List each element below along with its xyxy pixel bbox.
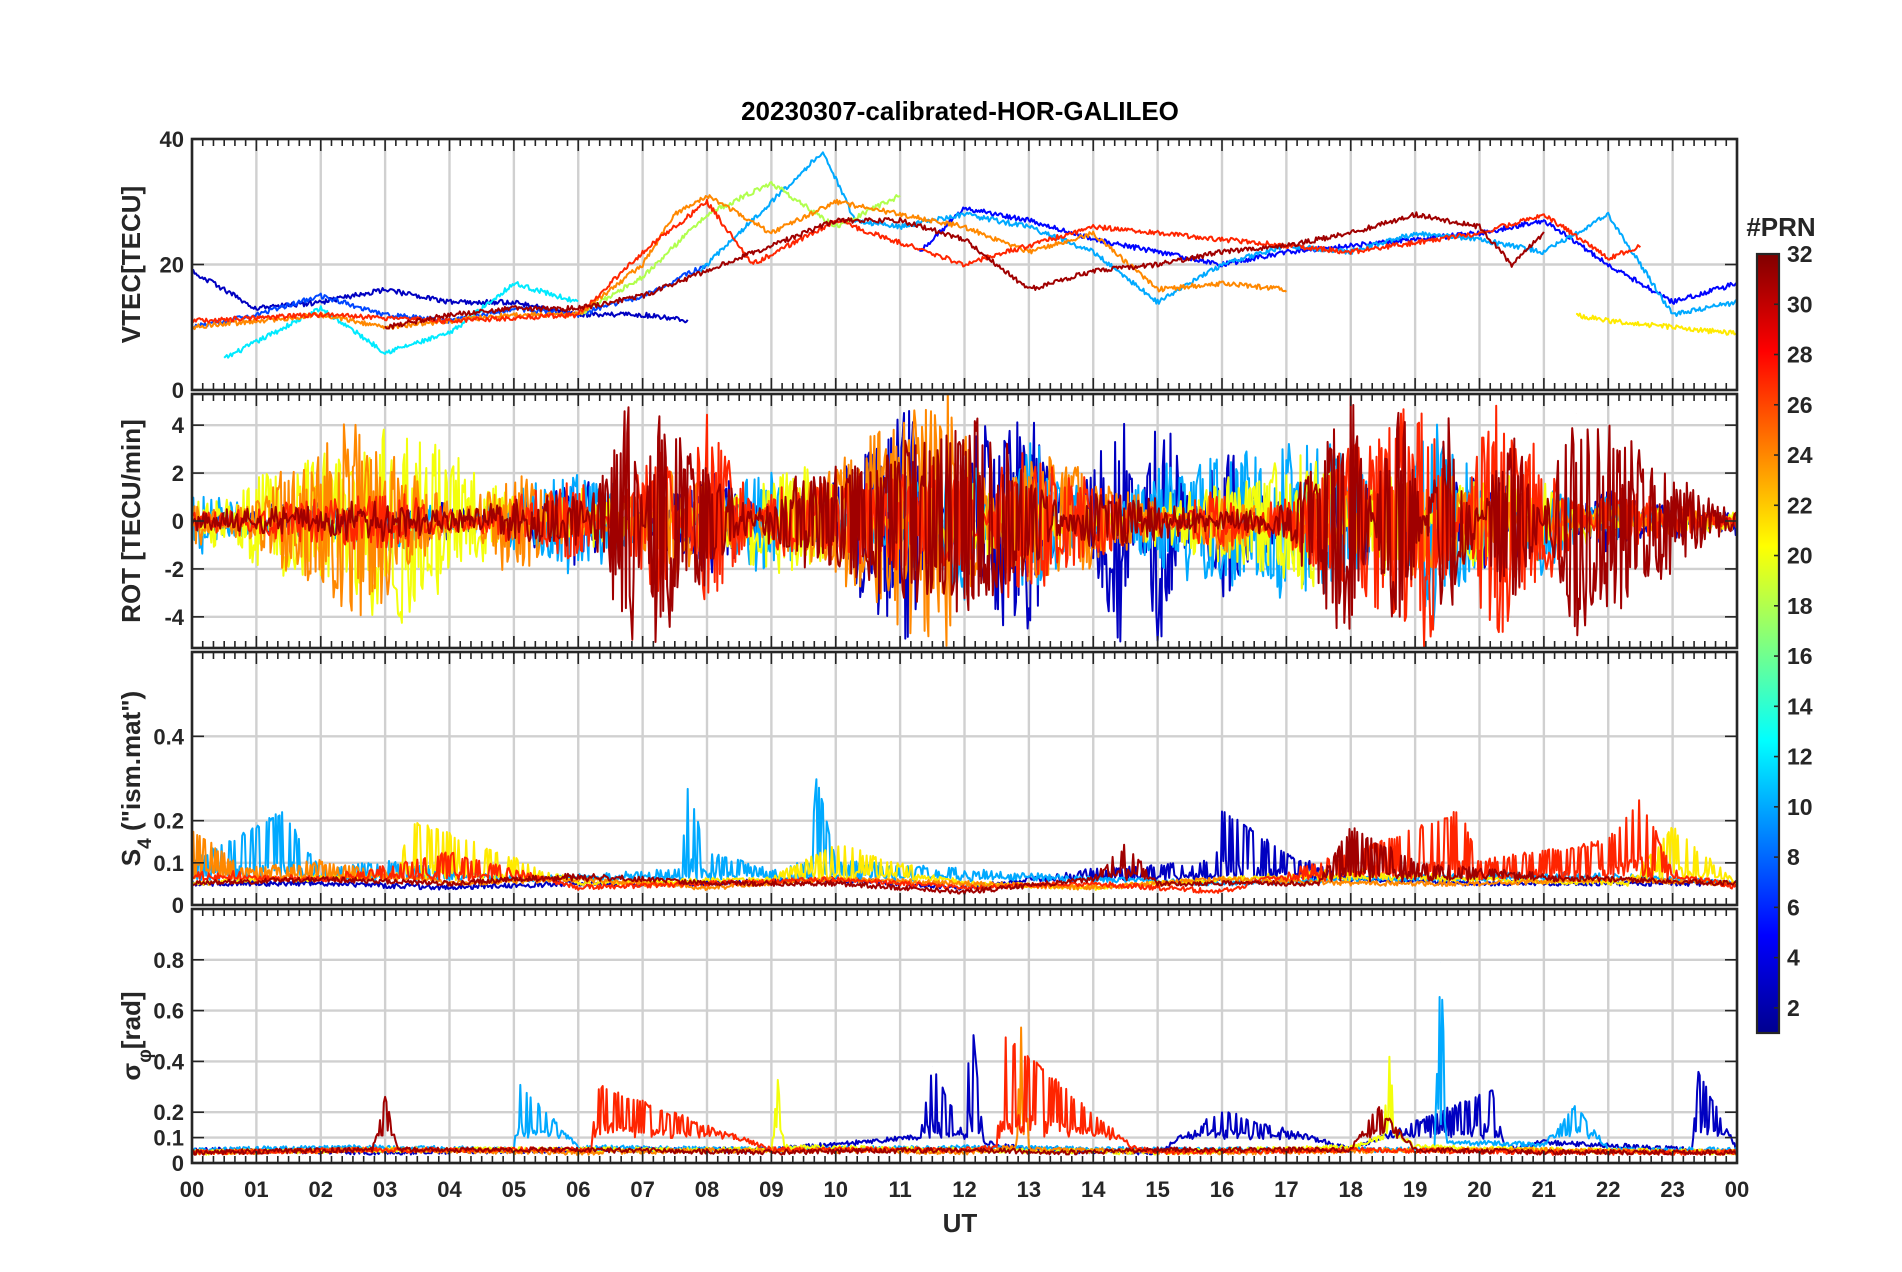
y-tick-label: -4 (164, 605, 184, 630)
colorbar-tick-label: 22 (1787, 492, 1813, 518)
colorbar-tick-label: 2 (1787, 995, 1800, 1021)
y-tick-label: 0.4 (153, 724, 184, 749)
x-tick-label: 08 (695, 1177, 719, 1202)
y-axis-label: σφ[rad] (116, 991, 156, 1080)
y-tick-label: 0 (172, 509, 184, 534)
series-line-prn-5 (918, 206, 1737, 305)
x-tick-label: 05 (502, 1177, 526, 1202)
y-tick-label: 40 (160, 127, 184, 152)
x-tick-label: 09 (759, 1177, 783, 1202)
x-tick-label: 19 (1403, 1177, 1427, 1202)
y-tick-label: 0 (172, 1151, 184, 1176)
series-line-prn-24 (192, 394, 1737, 647)
colorbar-tick-label: 4 (1787, 945, 1800, 971)
y-tick-label: -2 (164, 557, 184, 582)
colorbar-tick-label: 14 (1787, 693, 1813, 719)
colorbar-tick-label: 30 (1787, 291, 1813, 317)
series-group (192, 394, 1737, 648)
colorbar-tick-label: 12 (1787, 744, 1813, 770)
colorbar-tick-label: 32 (1787, 241, 1813, 267)
colorbar-frame (1755, 252, 1781, 1035)
panel-frame (190, 907, 1739, 1165)
x-tick-label: 13 (1017, 1177, 1041, 1202)
x-tick-label: 17 (1274, 1177, 1298, 1202)
x-tick-label: 18 (1339, 1177, 1363, 1202)
x-tick-label: 06 (566, 1177, 590, 1202)
y-tick-label: 0.6 (153, 999, 184, 1024)
x-tick-label: 03 (373, 1177, 397, 1202)
x-tick-label: 00 (180, 1177, 204, 1202)
colorbar-tick-label: 20 (1787, 543, 1813, 569)
y-tick-label: 2 (172, 461, 184, 486)
panel-frame (190, 650, 1739, 907)
x-tick-label: 16 (1210, 1177, 1234, 1202)
y-tick-label: 0.2 (153, 1100, 184, 1125)
colorbar-tick-label: 24 (1787, 442, 1813, 468)
series-line-prn-27 (192, 198, 1642, 325)
series-line-prn-31 (384, 211, 1545, 330)
x-tick-label: 22 (1596, 1177, 1620, 1202)
panel-4: 00.10.2 0.4 0.6 0.8 σφ[rad] (116, 907, 1739, 1176)
y-tick-label: 4 (172, 413, 185, 438)
panel-1: 0 20 40 VTEC[TECU] (116, 127, 1739, 403)
y-tick-label: 0.2 (153, 809, 184, 834)
panel-frame (190, 392, 1739, 650)
y-tick-label: 0.1 (153, 1126, 184, 1151)
colorbar-tick-label: 8 (1787, 844, 1800, 870)
colorbar-title: #PRN (1746, 212, 1815, 242)
x-tick-label: 11 (888, 1177, 911, 1202)
colorbar-tick-label: 6 (1787, 894, 1800, 920)
x-tick-label: 10 (824, 1177, 848, 1202)
series-line-prn-24 (192, 830, 1737, 891)
colorbar-tick-label: 26 (1787, 392, 1813, 418)
y-axis-label: ROT [TECU/min] (116, 419, 146, 623)
y-tick-label: 0 (172, 378, 184, 403)
x-tick-label: 20 (1467, 1177, 1491, 1202)
panel-3: 0 0.1 0.2 0.4S4 ("ism.mat") (116, 650, 1739, 918)
series-line-prn-12 (223, 281, 579, 359)
colorbar-tick-label: 16 (1787, 643, 1813, 669)
x-tick-label: 12 (952, 1177, 976, 1202)
colorbar-tick-label: 10 (1787, 794, 1813, 820)
x-axis-label: UT (943, 1208, 978, 1238)
x-axis: 00 01 02 03 04 05 06 07 08 09 10 11 12 13 14 15 16 17 18 19… (180, 1177, 1749, 1202)
colorbar-tick-label: 28 (1787, 342, 1813, 368)
series-line-prn-10 (699, 151, 1737, 317)
y-tick-label: 20 (160, 253, 184, 278)
x-tick-label: 02 (309, 1177, 333, 1202)
y-axis-label: VTEC[TECU] (116, 186, 146, 343)
series-line-prn-3 (192, 269, 689, 324)
y-tick-label: 0.1 (153, 851, 184, 876)
series-line-prn-27 (192, 799, 1737, 894)
x-tick-label: 21 (1532, 1177, 1556, 1202)
x-tick-label: 00 (1725, 1177, 1749, 1202)
y-tick-label: 0 (172, 893, 184, 918)
colorbar-gradient (1757, 254, 1779, 1033)
x-tick-label: 01 (244, 1177, 268, 1202)
panel-2: -4 -2 0 2 4 ROT [TECU/min] (116, 392, 1739, 650)
series-group (192, 151, 1737, 359)
series-line-prn-31 (192, 395, 1737, 643)
x-tick-label: 15 (1145, 1177, 1169, 1202)
x-tick-label: 23 (1660, 1177, 1684, 1202)
x-tick-label: 04 (437, 1177, 462, 1202)
y-tick-label: 0.4 (153, 1049, 184, 1074)
x-tick-label: 14 (1081, 1177, 1106, 1202)
series-line-prn-24 (192, 194, 1288, 331)
y-axis-label: S4 ("ism.mat") (116, 691, 156, 866)
panel-frame (190, 137, 1739, 392)
series-line-prn-21 (1575, 312, 1737, 336)
colorbar-tick-label: 18 (1787, 593, 1813, 619)
chart-title: 20230307-calibrated-HOR-GALILEO (741, 96, 1179, 126)
y-tick-label: 0.8 (153, 948, 184, 973)
x-tick-label: 07 (630, 1177, 654, 1202)
